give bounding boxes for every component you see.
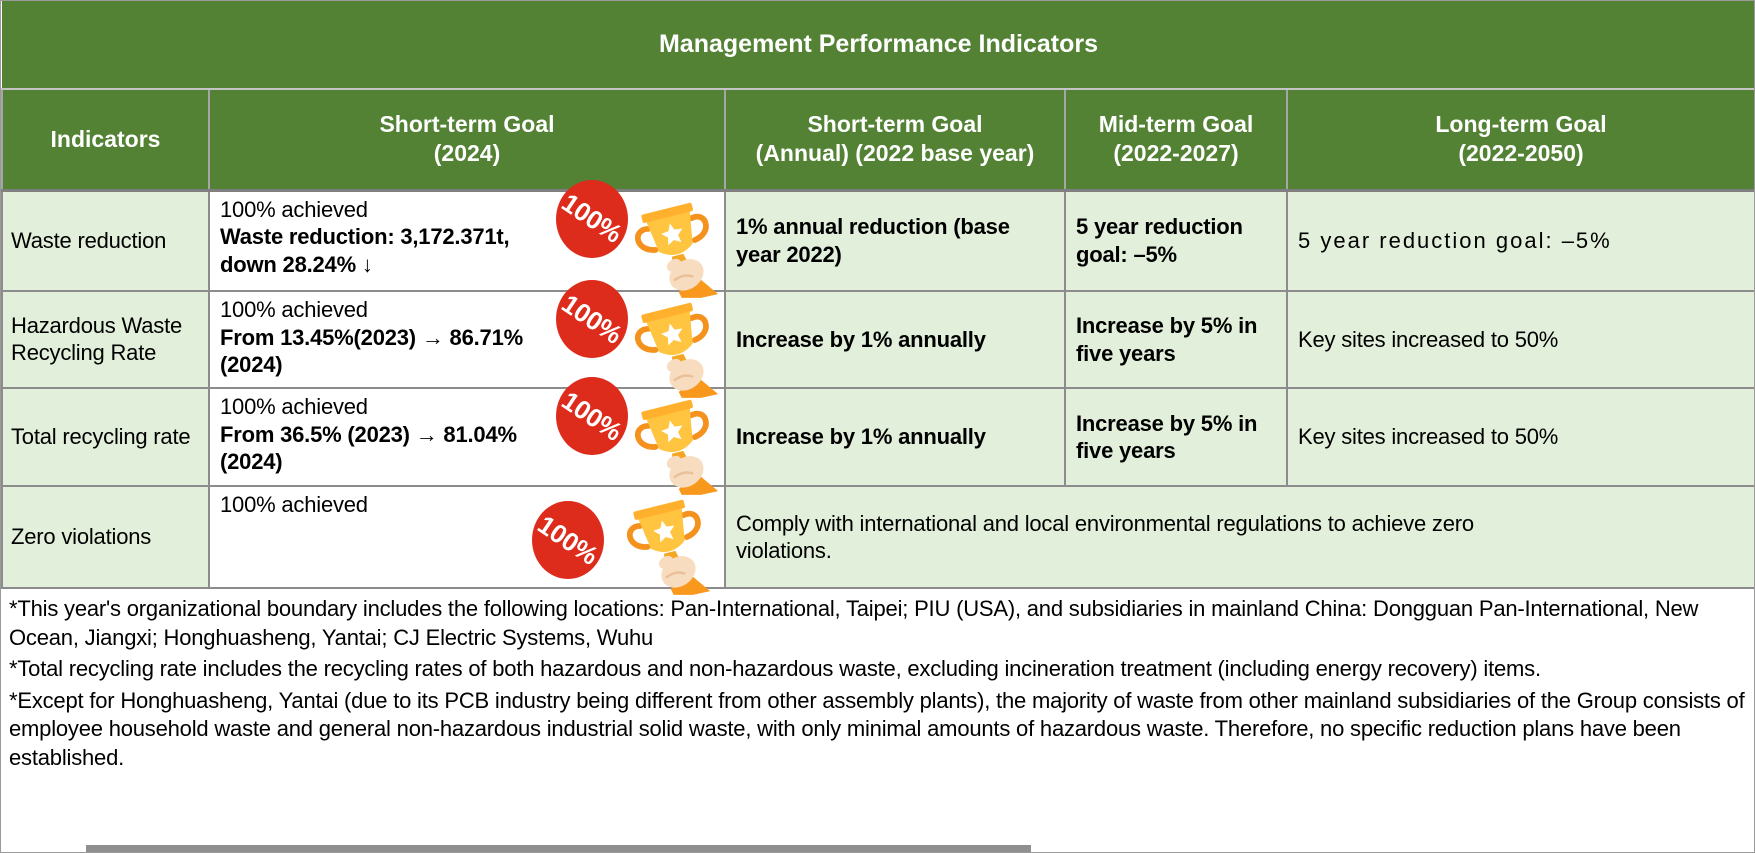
footnote-honghuasheng-exception: *Except for Honghuasheng, Yantai (due to… — [9, 687, 1745, 770]
badge-label: 100% — [556, 384, 628, 447]
achievement-status: 100% achieved — [220, 196, 368, 222]
footnote-total-recycling-rate: *Total recycling rate includes the recyc… — [9, 656, 1541, 682]
trophy-icon — [627, 499, 711, 595]
mid-term-goal: 5 year reduction goal: –5% — [1064, 189, 1288, 292]
indicator-label: Total recycling rate — [1, 387, 210, 487]
achievement-status: 100% achieved — [220, 297, 368, 322]
achievement-detail: From 13.45%(2023) → 86.71% (2024) — [220, 324, 523, 378]
indicator-label: Hazardous Waste Recycling Rate — [1, 290, 210, 389]
table-row-zero-violations: Zero violations 100% achieved 100% — [1, 485, 1754, 595]
page-title: Management Performance Indicators — [2, 1, 1754, 90]
badge-label: 100% — [532, 508, 604, 571]
trophy-icon — [635, 302, 719, 398]
table-row-hazardous-waste: Hazardous Waste Recycling Rate 100% achi… — [1, 280, 1754, 398]
achievement-detail: Waste reduction: 3,172.371t, down 28.24%… — [220, 224, 510, 277]
short-term-annual-goal: Increase by 1% annually — [724, 387, 1066, 487]
achievement-status: 100% achieved — [220, 394, 368, 419]
badge-100-percent: 100% — [556, 280, 628, 358]
indicator-label: Waste reduction — [1, 189, 210, 292]
mid-term-goal: Increase by 5% in five years — [1064, 290, 1288, 389]
footnote-organizational-boundary: *This year's organizational boundary inc… — [9, 596, 1699, 650]
badge-100-percent: 100% — [556, 377, 628, 455]
long-term-goal: 5 year reduction goal: –5% — [1286, 189, 1754, 292]
header-long-term: Long-term Goal (2022-2050) — [1286, 88, 1754, 191]
badge-label: 100% — [556, 187, 628, 250]
table-row-waste-reduction: Waste reduction 100% achieved Waste redu… — [1, 179, 1754, 298]
header-short-term-2024: Short-term Goal (2024) — [208, 88, 726, 191]
header-row: Indicators Short-term Goal (2024) Short-… — [1, 88, 1754, 191]
trophy-icon — [635, 399, 719, 495]
footnotes: *This year's organizational boundary inc… — [1, 589, 1754, 773]
short-term-annual-goal: Increase by 1% annually — [724, 290, 1066, 389]
short-term-annual-goal: 1% annual reduction (base year 2022) — [724, 189, 1066, 292]
badge-100-percent: 100% — [532, 501, 604, 579]
header-mid-term: Mid-term Goal (2022-2027) — [1064, 88, 1288, 191]
long-term-goal: Key sites increased to 50% — [1286, 290, 1754, 389]
achievement-cell: 100% achieved From 13.45%(2023) → 86.71%… — [208, 280, 726, 398]
title-row: Management Performance Indicators — [2, 1, 1754, 90]
achievement-cell: 100% achieved From 36.5% (2023) → 81.04%… — [208, 377, 726, 495]
table-row-total-recycling: Total recycling rate 100% achieved From … — [1, 377, 1754, 495]
achievement-cell: 100% achieved Waste reduction: 3,172.371… — [208, 179, 726, 298]
bottom-divider-bar — [86, 845, 1031, 852]
long-term-goal: Key sites increased to 50% — [1286, 387, 1754, 487]
mid-term-goal: Increase by 5% in five years — [1064, 387, 1288, 487]
achievement-cell: 100% achieved 100% — [208, 485, 726, 595]
achievement-status: 100% achieved — [220, 492, 368, 517]
achievement-detail: From 36.5% (2023) → 81.04% (2024) — [220, 421, 517, 475]
badge-100-percent: 100% — [556, 179, 628, 258]
trophy-icon — [635, 202, 719, 298]
merged-goal-cell: Comply with international and local envi… — [724, 485, 1754, 589]
indicator-label: Zero violations — [1, 485, 210, 589]
header-indicators: Indicators — [1, 88, 210, 191]
header-short-term-annual: Short-term Goal (Annual) (2022 base year… — [724, 88, 1066, 191]
badge-label: 100% — [556, 287, 628, 350]
performance-table: Management Performance Indicators Indica… — [1, 1, 1754, 595]
